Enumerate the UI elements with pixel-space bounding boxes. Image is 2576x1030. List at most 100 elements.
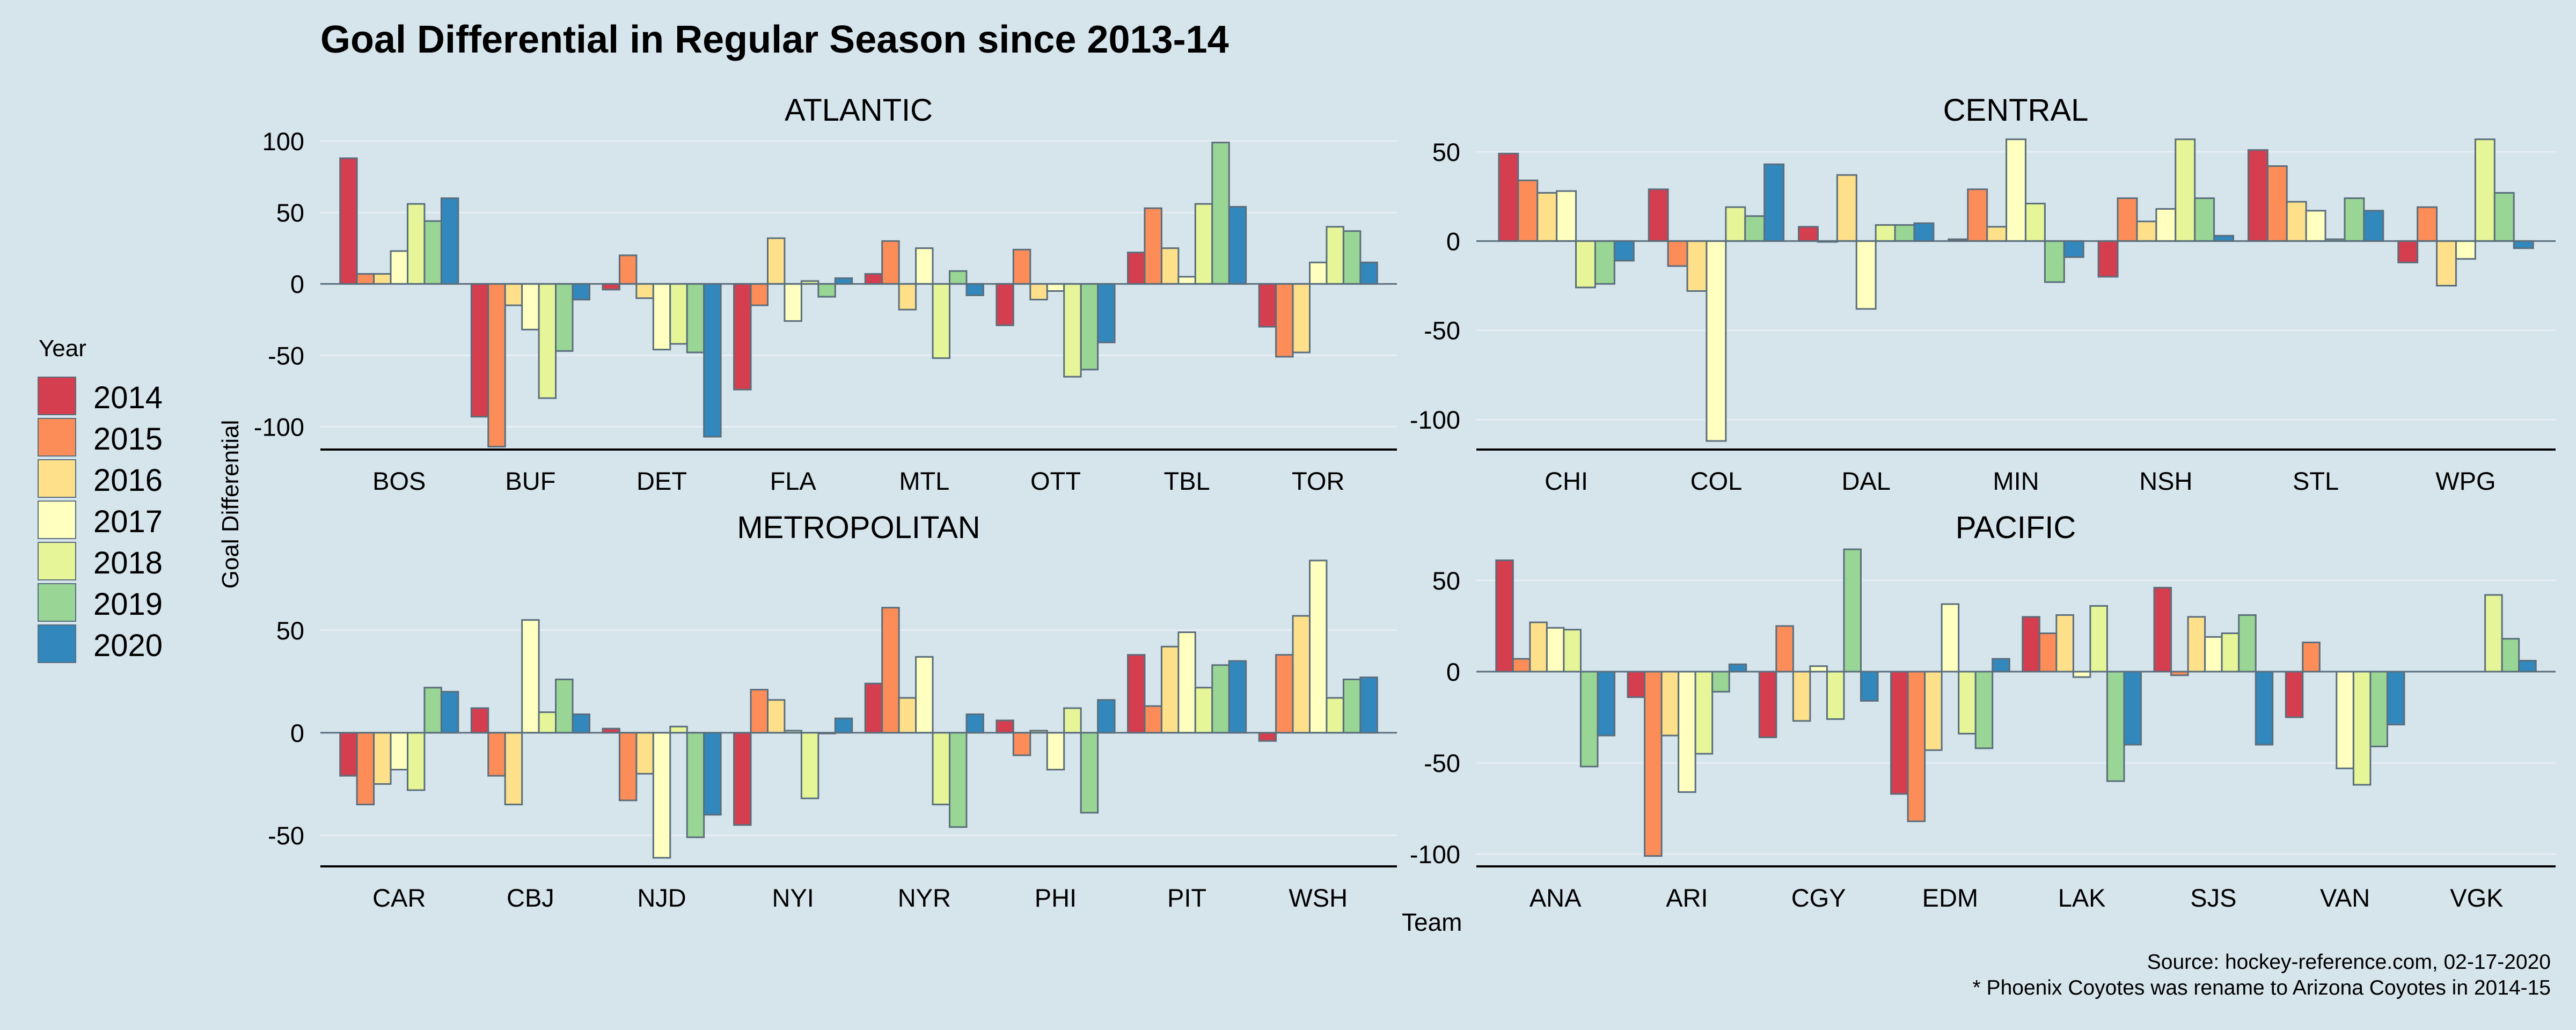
bar-atlantic-tor-2019 — [1342, 230, 1362, 285]
bar-metropolitan-wsh-2016 — [1292, 615, 1311, 734]
bar-pacific-edm-2016 — [1924, 671, 1943, 751]
bar-pacific-cgy-2016 — [1792, 671, 1811, 722]
legend-swatch — [38, 624, 76, 663]
bar-pacific-sjs-2016 — [2187, 616, 2206, 673]
bar-pacific-edm-2018 — [1958, 671, 1977, 735]
bar-metropolitan-car-2020 — [440, 690, 459, 734]
y-tick-label: 0 — [1446, 658, 1460, 686]
bar-metropolitan-njd-2020 — [703, 732, 722, 816]
x-tick-label: VGK — [2450, 884, 2503, 912]
legend-label: 2016 — [93, 463, 163, 498]
bar-metropolitan-nyr-2017 — [915, 656, 934, 734]
y-axis-label: Goal Differential — [217, 420, 244, 589]
y-tick-label: 50 — [1432, 566, 1460, 595]
x-tick-label: DET — [636, 467, 687, 495]
bar-metropolitan-cbj-2020 — [572, 713, 590, 734]
x-tick-label: EDM — [1922, 884, 1978, 912]
bar-pacific-edm-2020 — [1992, 658, 2010, 673]
bar-metropolitan-cbj-2016 — [504, 732, 523, 806]
bar-central-stl-2019 — [2344, 197, 2365, 242]
bar-central-chi-2016 — [1536, 192, 1558, 242]
x-tick-label: SJS — [2190, 884, 2236, 912]
bar-central-stl-2015 — [2266, 165, 2288, 242]
bar-metropolitan-wsh-2019 — [1342, 678, 1362, 734]
x-tick-label: NYI — [772, 884, 814, 912]
bar-atlantic-buf-2016 — [504, 283, 523, 306]
bar-atlantic-tor-2015 — [1275, 283, 1294, 358]
bar-metropolitan-nyi-2020 — [834, 717, 853, 734]
bar-metropolitan-phi-2015 — [1012, 732, 1031, 756]
bar-atlantic-ott-2015 — [1012, 248, 1031, 285]
bar-pacific-ana-2019 — [1579, 671, 1599, 768]
bar-atlantic-mtl-2015 — [881, 240, 900, 285]
bar-pacific-lak-2015 — [2038, 632, 2058, 673]
x-tick-label: DAL — [1841, 467, 1890, 495]
bar-central-stl-2020 — [2363, 210, 2384, 242]
bar-pacific-sjs-2014 — [2153, 586, 2172, 673]
bar-central-dal-2018 — [1875, 224, 1896, 242]
bar-pacific-ana-2017 — [1546, 627, 1565, 673]
bar-pacific-cgy-2014 — [1758, 671, 1777, 738]
footnote: * Phoenix Coyotes was rename to Arizona … — [1972, 976, 2551, 999]
bar-atlantic-bos-2018 — [407, 203, 426, 285]
x-tick-label: LAK — [2058, 884, 2106, 912]
bar-atlantic-tbl-2016 — [1160, 247, 1180, 285]
bar-metropolitan-phi-2017 — [1046, 732, 1065, 771]
bar-metropolitan-phi-2019 — [1080, 732, 1099, 814]
source-note: Source: hockey-reference.com, 02-17-2020 — [2147, 951, 2551, 974]
bar-atlantic-buf-2017 — [521, 283, 540, 330]
bar-central-nsh-2014 — [2097, 240, 2119, 278]
bar-central-chi-2015 — [1517, 179, 1539, 242]
bar-metropolitan-car-2014 — [339, 732, 358, 777]
bar-atlantic-tbl-2020 — [1228, 205, 1247, 285]
bar-central-nsh-2018 — [2175, 138, 2196, 242]
bar-metropolitan-nyr-2018 — [932, 732, 950, 806]
bar-atlantic-buf-2018 — [538, 283, 557, 399]
bar-central-wpg-2016 — [2436, 240, 2457, 287]
bar-atlantic-tbl-2014 — [1127, 252, 1146, 285]
bar-metropolitan-cbj-2019 — [555, 678, 574, 734]
x-tick-label: MIN — [1993, 467, 2039, 495]
bar-central-dal-2019 — [1894, 224, 1915, 242]
bar-metropolitan-cbj-2015 — [487, 732, 506, 777]
y-tick-label: -100 — [1410, 406, 1460, 434]
bar-atlantic-fla-2015 — [750, 283, 769, 306]
bar-central-dal-2016 — [1836, 174, 1857, 242]
bar-central-col-2016 — [1686, 240, 1708, 292]
bar-metropolitan-car-2015 — [356, 732, 375, 806]
bar-central-stl-2014 — [2247, 149, 2268, 242]
bar-pacific-vgk-2019 — [2501, 638, 2520, 673]
bar-metropolitan-cbj-2014 — [470, 707, 489, 734]
bar-metropolitan-nyr-2016 — [898, 697, 917, 734]
x-tick-label: CAR — [372, 884, 426, 912]
bar-pacific-sjs-2017 — [2204, 636, 2223, 673]
bar-metropolitan-njd-2017 — [652, 732, 671, 859]
bar-central-col-2017 — [1706, 240, 1727, 442]
legend-label: 2019 — [93, 587, 163, 622]
y-tick-label: 50 — [276, 198, 304, 227]
x-tick-label: CHI — [1545, 467, 1588, 495]
bar-metropolitan-nyi-2015 — [750, 689, 769, 734]
bar-atlantic-det-2016 — [635, 283, 654, 299]
y-tick-label: 50 — [276, 616, 304, 645]
bar-metropolitan-pit-2016 — [1160, 645, 1180, 734]
bar-central-wpg-2017 — [2455, 240, 2476, 260]
bar-central-stl-2016 — [2286, 201, 2307, 242]
bar-central-wpg-2015 — [2417, 206, 2438, 242]
legend-swatch — [38, 418, 76, 457]
bar-metropolitan-pit-2018 — [1194, 687, 1213, 734]
bar-pacific-edm-2014 — [1890, 671, 1909, 795]
x-tick-label: PHI — [1035, 884, 1077, 912]
bar-central-stl-2017 — [2305, 210, 2326, 242]
bar-central-min-2017 — [2006, 138, 2026, 242]
bar-central-chi-2019 — [1594, 240, 1615, 285]
chart-title: Goal Differential in Regular Season sinc… — [320, 18, 1229, 61]
legend-label: 2014 — [93, 380, 163, 415]
bar-atlantic-buf-2014 — [470, 283, 489, 418]
bar-metropolitan-wsh-2018 — [1326, 697, 1344, 734]
bar-atlantic-fla-2020 — [834, 277, 853, 285]
bar-pacific-lak-2014 — [2022, 616, 2040, 673]
bar-metropolitan-cbj-2017 — [521, 619, 540, 734]
bar-central-nsh-2015 — [2117, 197, 2138, 242]
bar-atlantic-ott-2018 — [1063, 283, 1082, 378]
